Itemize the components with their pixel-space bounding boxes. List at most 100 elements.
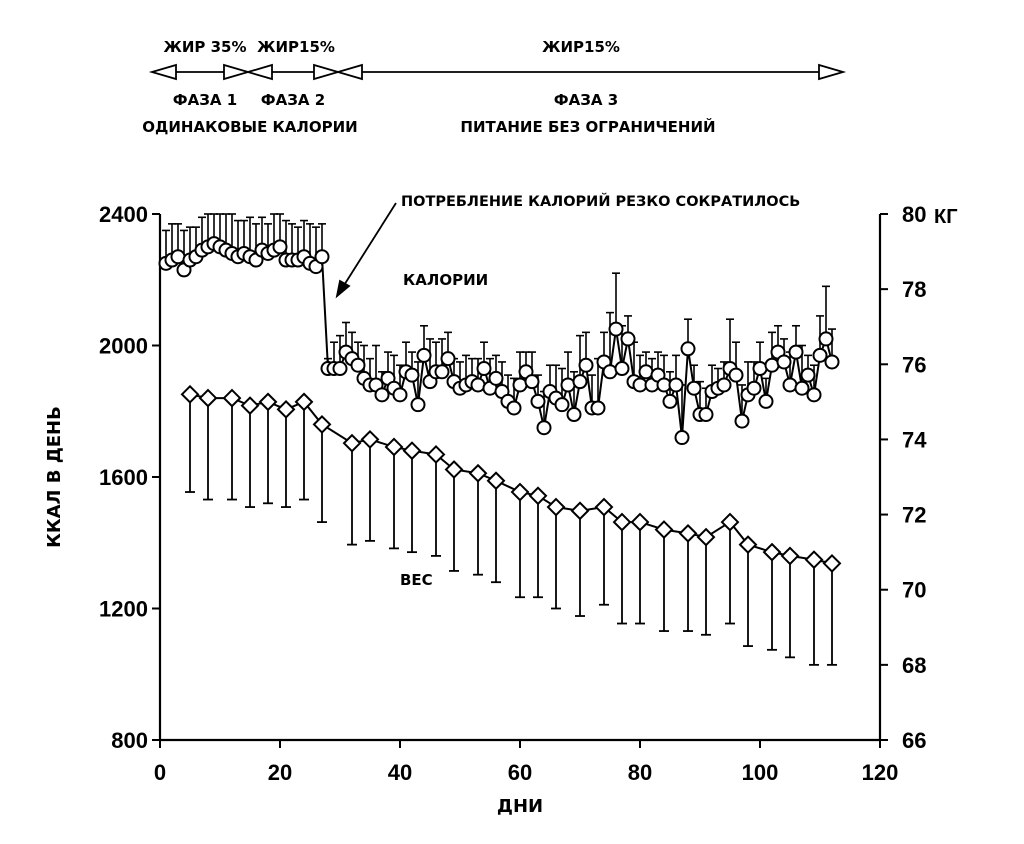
calories-point [314, 249, 330, 265]
calories-point [758, 393, 774, 409]
weight-series [180, 384, 842, 666]
calories-point [506, 400, 522, 416]
x-tick-label: 20 [268, 760, 292, 785]
weight-point [444, 460, 464, 479]
calories-point [332, 361, 348, 377]
calories-point [764, 357, 780, 373]
y-right-tick-label: 78 [902, 277, 926, 302]
weight-point [222, 388, 242, 408]
calories-point [416, 347, 432, 363]
phase3-fat-label: ЖИР15% [542, 38, 620, 56]
calories-point [746, 380, 762, 396]
weight-point [696, 527, 716, 547]
weight-point [804, 550, 824, 570]
y-left-tick-label: 2400 [99, 202, 148, 227]
weight-point [528, 486, 548, 506]
calories-point [434, 364, 450, 380]
calories-point [686, 380, 702, 396]
y-left-tick-label: 1200 [99, 597, 148, 622]
weight-point [294, 392, 314, 412]
calories-point [776, 354, 792, 370]
calories-point [440, 351, 456, 367]
calories-point [536, 420, 552, 436]
calories-series-label: КАЛОРИИ [403, 271, 488, 289]
calories-point [404, 367, 420, 383]
weight-point [402, 441, 422, 461]
phase3-label: ФАЗА 3 [554, 91, 618, 109]
calories-series [158, 213, 840, 446]
calories-point [572, 374, 588, 390]
calories-point [674, 430, 690, 446]
y-right-tick-label: 72 [902, 503, 926, 528]
weight-point [276, 399, 296, 419]
annotation-arrow-head [335, 279, 351, 299]
weight-point [654, 520, 674, 540]
calories-point [560, 377, 576, 393]
y-axis-unit-right: КГ [934, 206, 958, 228]
calories-point [554, 397, 570, 413]
calories-point [602, 364, 618, 380]
calories-point [788, 344, 804, 360]
phase2-label: ФАЗА 2 [261, 91, 325, 109]
weight-point [570, 501, 590, 521]
calories-point [374, 387, 390, 403]
weight-point [342, 433, 362, 453]
weight-point [312, 414, 332, 434]
phase3-caption: ПИТАНИЕ БЕЗ ОГРАНИЧЕНИЙ [460, 117, 715, 136]
weight-point [180, 384, 200, 404]
calories-point [512, 377, 528, 393]
calories-point [578, 357, 594, 373]
calories-point [698, 407, 714, 423]
weight-point [240, 396, 260, 416]
y-left-tick-label: 1600 [99, 465, 148, 490]
calories-point [530, 393, 546, 409]
phase-header: ЖИР 35% ЖИР15% ЖИР15% ФАЗА 1 ФАЗА 2 ФАЗА… [142, 38, 847, 136]
y-right-tick-label: 66 [902, 728, 926, 753]
calories-point [782, 377, 798, 393]
weight-series-label: ВЕС [400, 571, 433, 589]
weight-point [762, 542, 782, 562]
calories-point [728, 367, 744, 383]
ticks [152, 213, 888, 748]
phase2-arrow-right [313, 63, 342, 81]
phase1-label: ФАЗА 1 [173, 91, 237, 109]
calories-point [410, 397, 426, 413]
weight-point [486, 471, 506, 491]
weight-point [198, 388, 218, 408]
calories-point [662, 393, 678, 409]
x-tick-label: 60 [508, 760, 532, 785]
phase12-caption: ОДИНАКОВЫЕ КАЛОРИИ [142, 118, 357, 136]
y-left-tick-label: 2000 [99, 334, 148, 359]
annotation-arrow-line [340, 202, 397, 291]
weight-point [720, 512, 740, 532]
phase2-fat-label: ЖИР15% [257, 38, 335, 56]
phase3-arrow-right [818, 63, 847, 81]
x-tick-label: 120 [862, 760, 899, 785]
calories-point [752, 361, 768, 377]
calories-point [170, 249, 186, 265]
weight-point [738, 535, 758, 555]
y-right-tick-label: 68 [902, 653, 926, 678]
calories-point [818, 331, 834, 347]
weight-point [426, 445, 446, 464]
x-tick-label: 100 [742, 760, 779, 785]
y-right-tick-label: 70 [902, 578, 926, 603]
weight-point [630, 512, 650, 532]
calories-point [272, 239, 288, 255]
x-tick-label: 80 [628, 760, 652, 785]
phase1-arrow-right [223, 63, 252, 81]
phase2-arrow-left [244, 63, 273, 81]
y-right-tick-label: 76 [902, 352, 926, 377]
phase3-arrow-left [334, 63, 363, 81]
phase1-arrow-left [148, 63, 177, 81]
calories-point [734, 413, 750, 429]
weight-point [468, 463, 488, 483]
calories-point [716, 377, 732, 393]
calories-point [476, 361, 492, 377]
weight-point [360, 430, 380, 449]
calories-point [590, 400, 606, 416]
x-axis-title: ДНИ [497, 796, 543, 817]
calories-point [680, 341, 696, 357]
calories-point [614, 361, 630, 377]
